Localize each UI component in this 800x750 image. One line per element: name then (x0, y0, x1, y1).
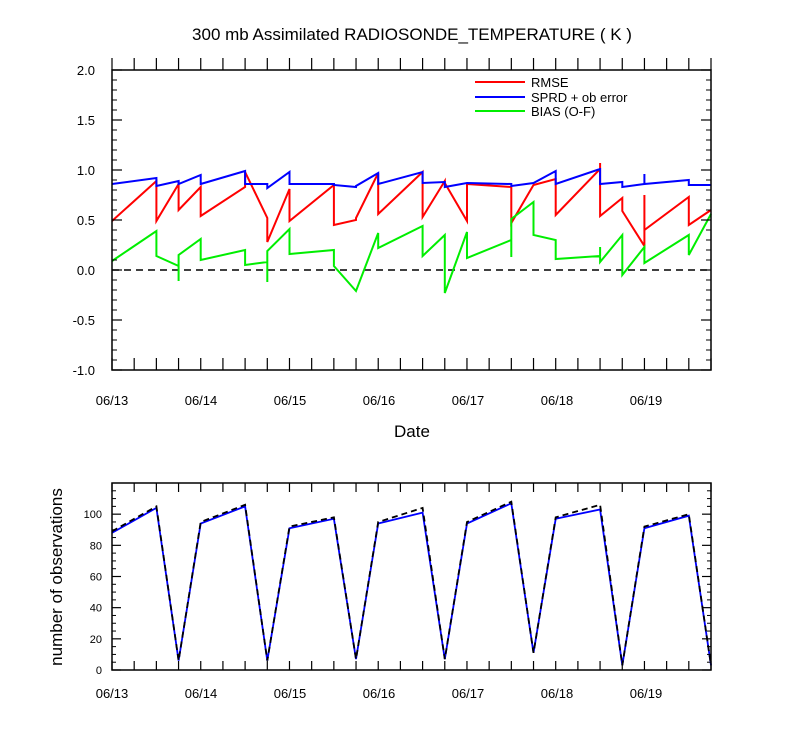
x-tick-label: 06/17 (452, 393, 485, 408)
legend: RMSE SPRD + ob error BIAS (O-F) (475, 75, 628, 119)
series-line-bias-o-f (111, 199, 712, 294)
x-tick-label: 06/19 (630, 393, 663, 408)
obs-series-line-total (111, 500, 712, 666)
y-tick-label: -0.5 (73, 313, 95, 328)
obs-y-tick-label: 40 (90, 603, 102, 615)
obs-y-tick-label: 80 (90, 540, 102, 552)
legend-label-sprd: SPRD + ob error (531, 90, 628, 105)
top-series-group (111, 163, 712, 294)
legend-label-rmse: RMSE (531, 75, 569, 90)
obs-y-tick-label: 20 (90, 634, 102, 646)
y-tick-label: 0.5 (77, 213, 95, 228)
obs-y-tick-label: 0 (96, 665, 102, 677)
y-tick-label: 2.0 (77, 63, 95, 78)
y-tick-label: -1.0 (73, 363, 95, 378)
y-tick-label: 1.5 (77, 113, 95, 128)
obs-x-tick-label: 06/17 (452, 686, 485, 701)
obs-x-tick-label: 06/16 (363, 686, 396, 701)
obs-x-tick-label: 06/15 (274, 686, 307, 701)
x-tick-label: 06/16 (363, 393, 396, 408)
chart-title: 300 mb Assimilated RADIOSONDE_TEMPERATUR… (192, 25, 632, 44)
bottom-ticks: 100 80 60 40 20 0 06/13 06/14 06/15 06/16 06/17 06/… (84, 483, 712, 701)
series-line-sprd-ob-error (111, 168, 711, 190)
y-tick-label: 1.0 (77, 163, 95, 178)
obs-y-tick-label: 100 (84, 509, 102, 521)
obs-series-line-assimilated (111, 501, 712, 666)
x-tick-label: 06/13 (96, 393, 129, 408)
x-tick-label: 06/15 (274, 393, 307, 408)
obs-x-tick-label: 06/14 (185, 686, 218, 701)
legend-label-bias: BIAS (O-F) (531, 104, 595, 119)
top-ticks: 2.0 1.5 1.0 0.5 0.0 -0.5 -1.006/13 06/14 06/15 06… (73, 58, 712, 408)
obs-x-tick-label: 06/18 (541, 686, 574, 701)
x-axis-label: Date (394, 422, 430, 441)
top-panel: 300 mb Assimilated RADIOSONDE_TEMPERATUR… (73, 25, 712, 441)
bottom-plot-frame (111, 482, 712, 671)
obs-x-tick-label: 06/19 (630, 686, 663, 701)
bottom-series-group (111, 500, 712, 666)
x-tick-label: 06/14 (185, 393, 218, 408)
bottom-panel: 100 80 60 40 20 0 06/13 06/14 06/15 06/16 06/17 06/… (47, 482, 712, 701)
y-axis-label-observations: number of observations (47, 488, 66, 666)
y-tick-label: 0.0 (77, 263, 95, 278)
x-tick-label: 06/18 (541, 393, 574, 408)
obs-y-tick-label: 60 (90, 572, 102, 584)
obs-x-tick-label: 06/13 (96, 686, 129, 701)
series-line-rmse (111, 163, 712, 250)
top-plot-frame (111, 69, 712, 371)
